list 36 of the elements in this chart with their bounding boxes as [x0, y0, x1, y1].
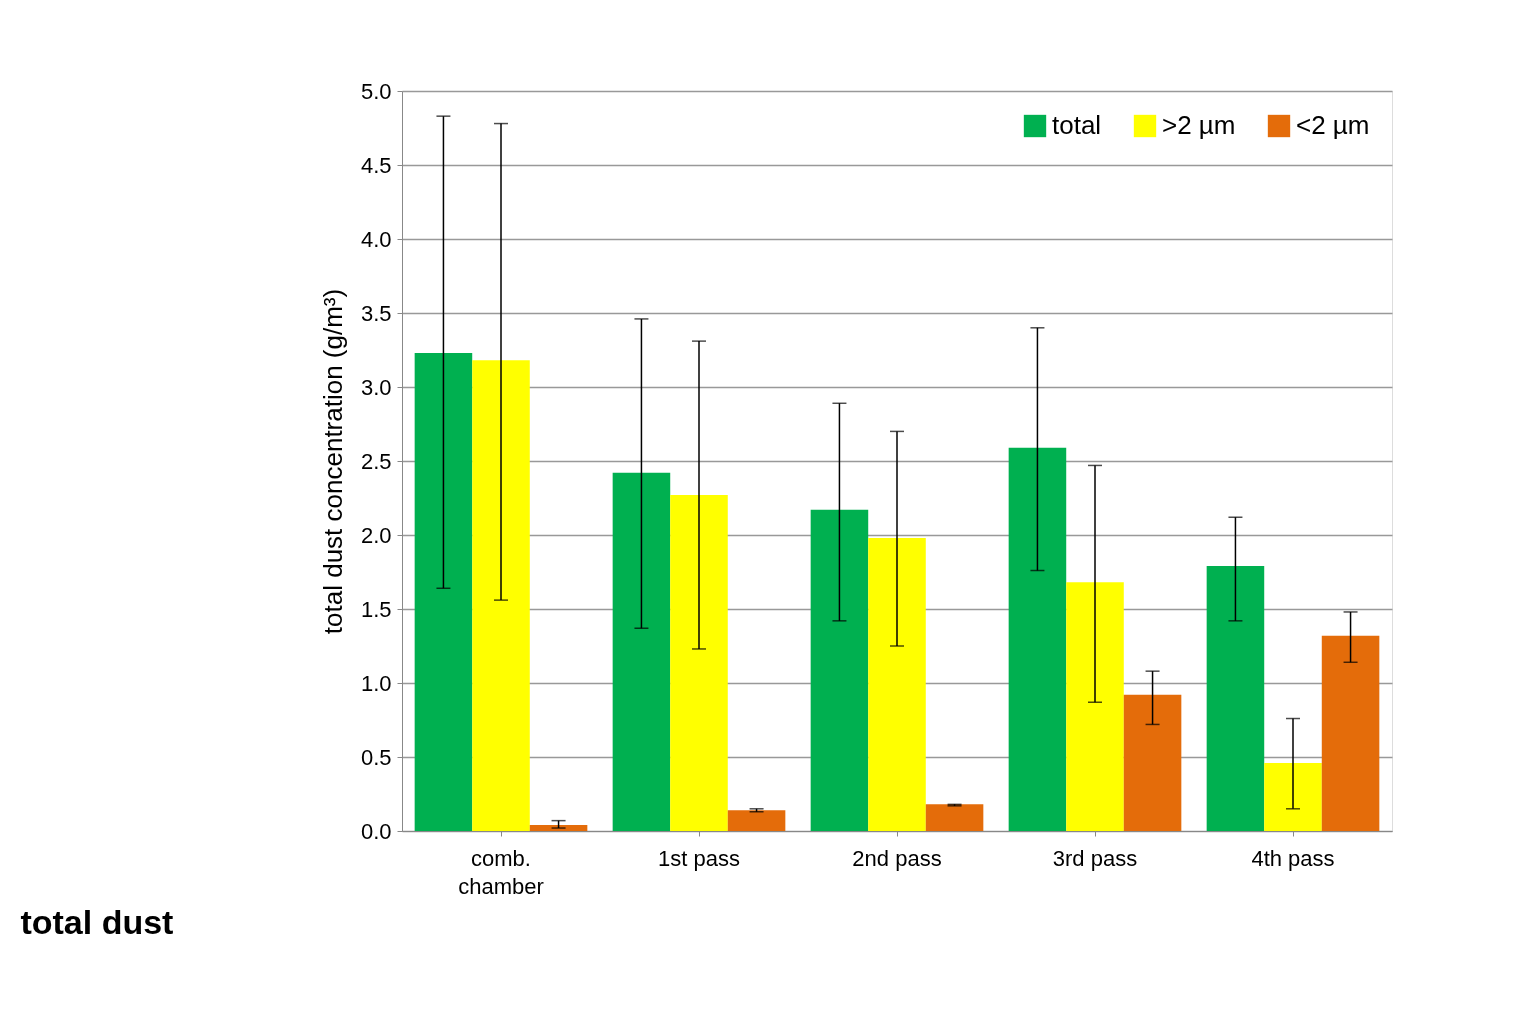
bar	[472, 360, 530, 831]
bar	[1066, 582, 1124, 831]
x-tick-label: 3rd pass	[1052, 845, 1138, 871]
legend-label: total	[1052, 110, 1102, 140]
y-tick-label: 2.5	[360, 448, 392, 474]
y-tick-label: 1.0	[360, 670, 392, 696]
x-tick-label: 4th pass	[1251, 845, 1335, 871]
bar	[727, 810, 786, 831]
bar	[1206, 566, 1265, 831]
y-tick-label: 1.5	[360, 596, 392, 622]
bar	[1264, 762, 1322, 831]
y-tick-label: 4.5	[360, 152, 392, 178]
bar	[1008, 447, 1067, 831]
bar	[810, 509, 869, 831]
bar	[1321, 635, 1380, 831]
y-tick-label: 0.5	[360, 744, 392, 770]
x-tick-label: comb. chamber	[458, 845, 544, 899]
bar	[868, 537, 926, 831]
bar	[1123, 694, 1182, 831]
y-tick-label: 4.0	[360, 226, 392, 252]
text: total dust	[20, 903, 174, 941]
bar	[529, 825, 588, 831]
x-tick-label: 1st pass	[658, 845, 740, 871]
legend-label: >2 µm	[1162, 110, 1236, 140]
y-tick-label: 3.5	[360, 300, 392, 326]
bar	[612, 472, 671, 831]
legend-label: <2 µm	[1296, 110, 1370, 140]
x-tick-label: 2nd pass	[852, 845, 942, 871]
y-axis-title: total dust concentration (g/m³)	[317, 288, 348, 635]
y-tick-label: 5.0	[360, 78, 392, 104]
bar	[925, 804, 984, 831]
bar	[670, 495, 728, 831]
y-tick-label: 0.0	[360, 818, 392, 844]
y-tick-label: 3.0	[360, 374, 392, 400]
bar	[414, 352, 473, 831]
y-tick-label: 2.0	[360, 522, 392, 548]
